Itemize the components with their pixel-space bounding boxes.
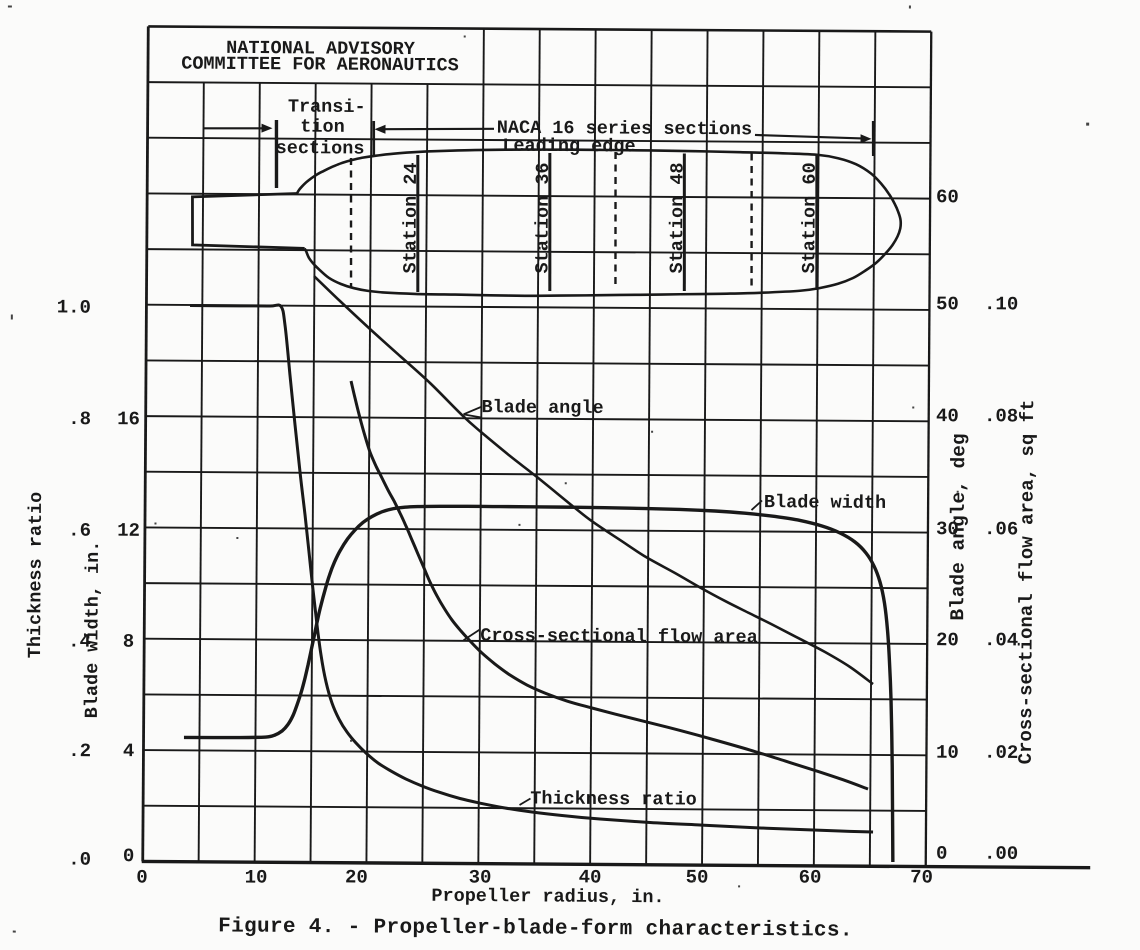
svg-text:Blade width: Blade width xyxy=(764,492,886,514)
svg-text:.06: .06 xyxy=(984,518,1018,540)
svg-text:70: 70 xyxy=(910,866,933,888)
svg-text:10: 10 xyxy=(245,866,268,888)
svg-text:Station 24: Station 24 xyxy=(400,162,422,273)
svg-text:.4: .4 xyxy=(68,631,91,653)
svg-text:Thickness ratio: Thickness ratio xyxy=(25,492,47,659)
svg-text:.10: .10 xyxy=(984,293,1018,315)
svg-text:.00: .00 xyxy=(984,843,1018,865)
svg-text:Cross-sectional flow area, sq: Cross-sectional flow area, sq ft xyxy=(1015,399,1039,764)
svg-text:20: 20 xyxy=(345,866,368,888)
svg-text:0: 0 xyxy=(123,845,135,867)
svg-text:.08: .08 xyxy=(984,405,1018,427)
svg-text:60: 60 xyxy=(799,866,822,888)
svg-text:Station 48: Station 48 xyxy=(667,162,689,273)
svg-text:Blade angle: Blade angle xyxy=(481,397,603,419)
svg-text:30: 30 xyxy=(469,866,492,888)
svg-text:12: 12 xyxy=(117,520,140,542)
svg-text:Blade angle, deg: Blade angle, deg xyxy=(947,433,970,620)
svg-text:.2: .2 xyxy=(68,740,91,762)
svg-text:1.0: 1.0 xyxy=(57,296,91,318)
svg-text:Thickness ratio: Thickness ratio xyxy=(530,788,697,810)
svg-text:50: 50 xyxy=(936,293,959,315)
svg-text:40: 40 xyxy=(936,405,959,427)
svg-text:Figure 4. - Propeller-blade-fo: Figure 4. - Propeller-blade-form charact… xyxy=(218,915,853,942)
svg-text:60: 60 xyxy=(936,186,959,208)
svg-text:16: 16 xyxy=(117,408,140,430)
svg-text:Station 60: Station 60 xyxy=(799,162,821,273)
svg-text:.0: .0 xyxy=(68,849,91,871)
svg-text:Station 36: Station 36 xyxy=(532,162,554,273)
svg-text:.02: .02 xyxy=(984,742,1018,764)
svg-text:Cross-sectional flow area: Cross-sectional flow area xyxy=(480,626,758,649)
svg-text:Leading edge: Leading edge xyxy=(502,136,635,158)
svg-text:0: 0 xyxy=(136,866,148,888)
svg-text:10: 10 xyxy=(936,742,959,764)
svg-text:20: 20 xyxy=(936,629,959,651)
svg-text:4: 4 xyxy=(123,740,135,762)
svg-text:.6: .6 xyxy=(68,520,91,542)
svg-text:NATIONAL ADVISORY: NATIONAL ADVISORY xyxy=(226,38,416,60)
svg-text:40: 40 xyxy=(579,866,602,888)
svg-text:30: 30 xyxy=(936,518,959,540)
svg-text:tion: tion xyxy=(300,117,345,138)
svg-text:NACA 16 series sections: NACA 16 series sections xyxy=(497,118,752,141)
svg-text:Transi-: Transi- xyxy=(288,96,366,118)
svg-text:Blade width, in.: Blade width, in. xyxy=(82,541,104,719)
svg-text:50: 50 xyxy=(686,866,709,888)
svg-text:0: 0 xyxy=(936,843,948,865)
svg-text:.04: .04 xyxy=(984,629,1018,651)
svg-text:COMMITTEE FOR AERONAUTICS: COMMITTEE FOR AERONAUTICS xyxy=(181,54,459,77)
svg-text:Propeller radius, in.: Propeller radius, in. xyxy=(431,886,664,909)
svg-text:8: 8 xyxy=(123,631,135,653)
svg-text:.8: .8 xyxy=(68,408,91,430)
svg-text:sections: sections xyxy=(276,138,365,160)
